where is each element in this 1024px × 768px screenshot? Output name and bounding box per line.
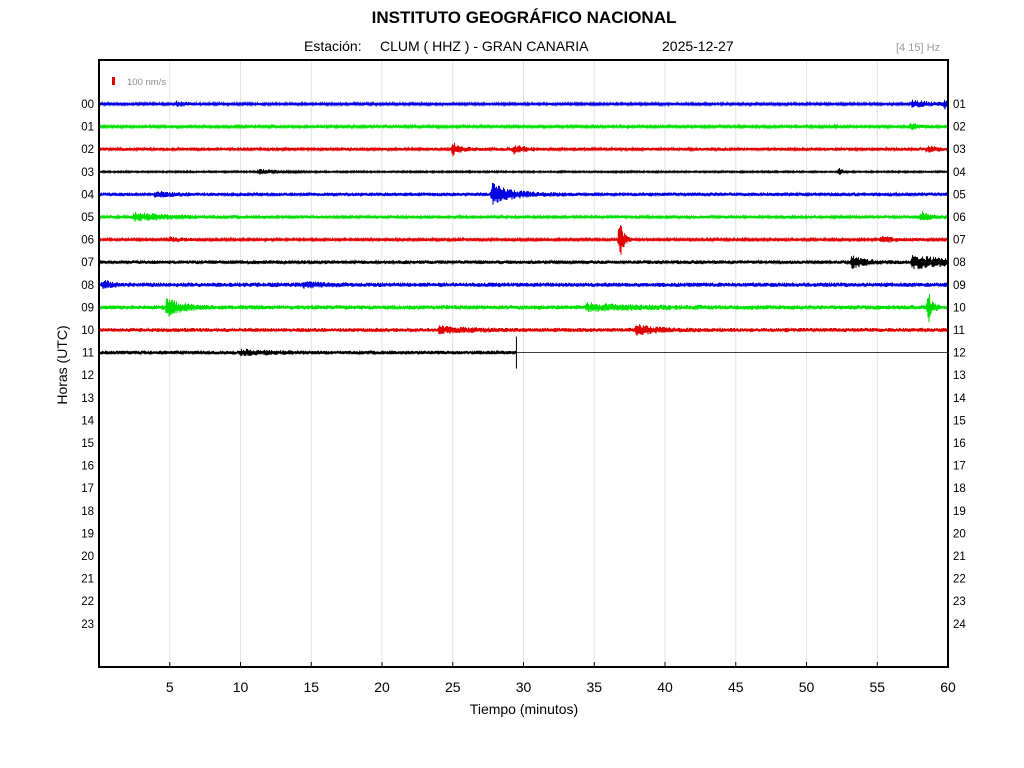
right-hour-labels: 01 02 03 04 05 06 07 08 09 10 11 12 13 14 15 16 17 18 19 20… (953, 99, 966, 631)
x-tick-label: 20 (374, 679, 390, 695)
seismic-traces (98, 99, 949, 369)
left-hour-label: 07 (81, 257, 94, 269)
y-axis-label: Horas (UTC) (54, 325, 70, 404)
right-hour-label: 23 (953, 596, 966, 608)
left-hour-label: 23 (81, 619, 94, 631)
x-tick-label: 50 (799, 679, 815, 695)
right-hour-label: 15 (953, 415, 966, 427)
right-hour-label: 13 (953, 370, 966, 382)
left-hour-label: 13 (81, 393, 94, 405)
right-hour-label: 24 (953, 619, 966, 631)
x-tick-label: 5 (166, 679, 174, 695)
station-label: Estación: (304, 38, 362, 54)
left-hour-label: 01 (81, 122, 94, 134)
x-tick-label: 60 (940, 679, 956, 695)
trace-hour-01 (98, 122, 949, 130)
right-hour-label: 04 (953, 167, 966, 179)
x-tick-label: 30 (516, 679, 532, 695)
x-tick-label: 25 (445, 679, 461, 695)
right-hour-label: 20 (953, 528, 966, 540)
trace-hour-07 (98, 255, 949, 270)
right-hour-label: 06 (953, 212, 966, 224)
right-hour-label: 16 (953, 438, 966, 450)
right-hour-label: 19 (953, 506, 966, 518)
left-hour-label: 14 (81, 415, 94, 427)
chart-title: INSTITUTO GEOGRÁFICO NACIONAL (371, 8, 677, 27)
right-hour-label: 03 (953, 144, 966, 156)
left-hour-labels: 00 01 02 03 04 05 06 07 08 09 10 11 12 13 14 15 16 17 18 19… (81, 99, 94, 631)
left-hour-label: 16 (81, 461, 94, 473)
right-hour-label: 08 (953, 257, 966, 269)
right-hour-label: 11 (953, 325, 965, 337)
right-hour-label: 09 (953, 280, 966, 292)
scale-bar (112, 77, 115, 85)
scale-bar-label: 100 nm/s (127, 77, 166, 88)
right-hour-label: 02 (953, 122, 966, 134)
left-hour-label: 04 (81, 189, 94, 201)
left-hour-label: 12 (81, 370, 94, 382)
station-name: CLUM ( HHZ ) - GRAN CANARIA (380, 38, 589, 54)
left-hour-label: 22 (81, 596, 94, 608)
left-hour-label: 00 (81, 99, 94, 111)
trace-hour-00 (98, 99, 949, 110)
x-axis-label: Tiempo (minutos) (470, 701, 578, 717)
trace-hour-06 (98, 225, 949, 255)
trace-hour-03 (98, 167, 949, 176)
trace-hour-08 (98, 280, 949, 290)
right-hour-label: 05 (953, 189, 966, 201)
x-tick-label: 15 (303, 679, 319, 695)
left-hour-label: 11 (82, 348, 94, 360)
left-hour-label: 15 (81, 438, 94, 450)
x-axis-ticks: 5 10 15 20 25 30 35 40 45 50 55 60 (166, 662, 956, 695)
left-hour-label: 05 (81, 212, 94, 224)
left-hour-label: 19 (81, 528, 94, 540)
x-tick-label: 40 (657, 679, 673, 695)
right-hour-label: 07 (953, 235, 966, 247)
x-tick-label: 10 (233, 679, 249, 695)
left-hour-label: 08 (81, 280, 94, 292)
right-hour-label: 17 (953, 461, 966, 473)
trace-hour-05 (98, 211, 949, 222)
filter-band-label: [4 15] Hz (896, 42, 941, 54)
trace-hour-10 (98, 324, 949, 336)
right-hour-label: 10 (953, 302, 966, 314)
trace-hour-11 (98, 348, 517, 357)
grid-lines (169, 61, 878, 666)
right-hour-label: 12 (953, 348, 966, 360)
right-hour-label: 21 (953, 551, 966, 563)
trace-hour-02 (98, 142, 949, 157)
left-hour-label: 03 (81, 167, 94, 179)
left-hour-label: 06 (81, 235, 94, 247)
x-tick-label: 55 (869, 679, 885, 695)
right-hour-label: 22 (953, 574, 966, 586)
right-hour-label: 14 (953, 393, 966, 405)
right-hour-label: 01 (953, 99, 966, 111)
x-tick-label: 35 (586, 679, 602, 695)
left-hour-label: 21 (81, 574, 94, 586)
left-hour-label: 20 (81, 551, 94, 563)
left-hour-label: 17 (81, 483, 94, 495)
left-hour-label: 18 (81, 506, 94, 518)
left-hour-label: 09 (81, 302, 94, 314)
x-tick-label: 45 (728, 679, 744, 695)
trace-hour-09 (98, 294, 949, 323)
left-hour-label: 10 (81, 325, 94, 337)
trace-hour-04 (98, 182, 949, 205)
date-label: 2025-12-27 (662, 38, 734, 54)
right-hour-label: 18 (953, 483, 966, 495)
left-hour-label: 02 (81, 144, 94, 156)
